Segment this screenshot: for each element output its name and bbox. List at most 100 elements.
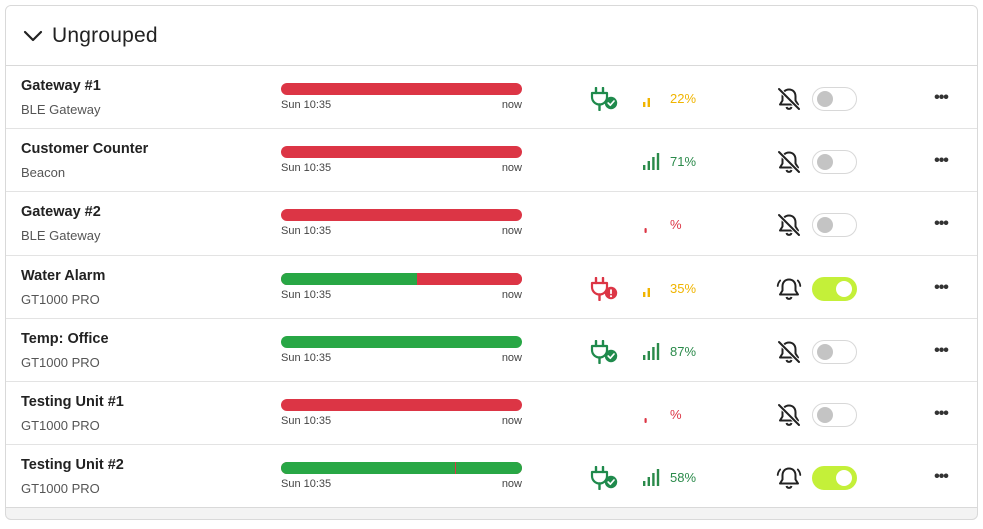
signal-strength-icon [643,342,660,360]
signal-percent: % [670,406,682,422]
timeline-bar[interactable] [281,209,522,222]
device-list: Gateway #1 BLE Gateway Sun 10:35 now 22% ••• C… [6,65,977,509]
device-row[interactable]: Testing Unit #2 GT1000 PRO Sun 10:35 now 58%… [6,445,977,509]
device-name[interactable]: Customer Counter [21,141,149,158]
signal-percent: 71% [670,154,697,170]
device-name[interactable]: Gateway #2 [21,204,101,221]
timeline-start: Sun 10:35 [281,225,332,238]
bell-off-icon [777,213,801,238]
status-timeline[interactable]: Sun 10:35 now [281,272,522,301]
toggle-knob [836,470,852,487]
device-row[interactable]: Gateway #1 BLE Gateway Sun 10:35 now 22% ••• [6,66,977,130]
timeline-bar[interactable] [281,83,522,95]
signal-strength-icon [644,228,647,234]
device-group-panel: Ungrouped Gateway #1 BLE Gateway Sun 10:35… [5,5,978,520]
alert-toggle[interactable] [812,87,857,111]
alert-toggle[interactable] [812,339,857,364]
timeline-start: Sun 10:35 [281,351,332,364]
timeline-segment-online [455,462,522,475]
timeline-segment-online [281,335,522,348]
signal-percent: % [670,217,682,233]
device-row[interactable]: Customer Counter Beacon Sun 10:35 now 71% ••• [6,129,977,193]
timeline-labels: Sun 10:35 now [281,162,522,174]
more-options-button[interactable]: ••• [934,404,949,422]
device-row[interactable]: Gateway #2 BLE Gateway Sun 10:35 now% ••• [6,192,977,256]
timeline-end: now [501,162,522,175]
signal-strength-icon [643,153,660,171]
timeline-labels: Sun 10:35 now [281,478,522,490]
timeline-bar[interactable] [281,272,522,285]
timeline-segment-offline [281,146,522,159]
device-name[interactable]: Water Alarm [21,267,106,284]
timeline-end: now [501,478,522,491]
power-connected-icon [590,339,618,364]
bell-off-icon [777,402,801,427]
timeline-segment-offline [281,209,522,222]
timeline-labels: Sun 10:35 now [281,225,522,237]
group-header[interactable]: Ungrouped [6,6,977,65]
toggle-knob [817,343,833,360]
more-options-button[interactable]: ••• [934,215,949,233]
bell-ringing-icon [776,467,802,489]
alert-toggle[interactable] [812,466,857,491]
timeline-end: now [501,351,522,364]
device-name[interactable]: Testing Unit #2 [21,457,124,474]
more-options-button[interactable]: ••• [934,278,949,296]
alert-toggle[interactable] [812,150,857,175]
device-type: GT1000 PRO [21,481,100,497]
bell-ringing-icon [776,278,802,300]
more-options-button[interactable]: ••• [934,341,949,359]
device-name[interactable]: Testing Unit #1 [21,393,124,410]
bell-off-icon [777,87,801,111]
timeline-start: Sun 10:35 [281,99,332,111]
timeline-bar[interactable] [281,146,522,159]
signal-percent: 35% [670,280,697,296]
more-options-button[interactable]: ••• [934,89,949,106]
device-row[interactable]: Water Alarm GT1000 PRO Sun 10:35 now 35% ••• [6,256,977,319]
toggle-knob [817,154,833,171]
alert-toggle[interactable] [812,213,857,238]
device-name[interactable]: Gateway #1 [21,78,101,94]
device-type: GT1000 PRO [21,291,100,307]
timeline-segment-offline [417,272,522,285]
timeline-labels: Sun 10:35 now [281,99,522,111]
alert-toggle[interactable] [812,276,857,301]
timeline-segment-offline [454,462,456,475]
signal-percent: 87% [670,343,697,359]
device-row[interactable]: Temp: Office GT1000 PRO Sun 10:35 now 87% ••• [6,319,977,382]
signal-strength-icon [643,469,660,487]
status-timeline[interactable]: Sun 10:35 now [281,398,522,427]
power-connected-icon [590,466,618,491]
more-options-button[interactable]: ••• [934,468,949,486]
device-name[interactable]: Temp: Office [21,330,109,347]
timeline-end: now [501,414,522,427]
device-row[interactable]: Testing Unit #1 GT1000 PRO Sun 10:35 now% ••… [6,382,977,446]
toggle-knob [817,406,833,423]
timeline-labels: Sun 10:35 now [281,289,522,301]
timeline-labels: Sun 10:35 now [281,352,522,364]
device-type: GT1000 PRO [21,417,100,433]
status-timeline[interactable]: Sun 10:35 now [281,335,522,364]
bell-off-icon [777,150,801,175]
toggle-knob [836,280,852,297]
signal-strength-icon [643,287,650,297]
signal-percent: 22% [670,91,697,106]
timeline-start: Sun 10:35 [281,162,332,175]
timeline-bar[interactable] [281,462,522,475]
status-timeline[interactable]: Sun 10:35 now [281,209,522,237]
timeline-bar[interactable] [281,335,522,348]
device-type: BLE Gateway [21,228,101,244]
signal-percent: 58% [670,470,697,486]
timeline-start: Sun 10:35 [281,414,332,427]
alert-toggle[interactable] [812,402,857,427]
toggle-knob [817,217,833,234]
status-timeline[interactable]: Sun 10:35 now [281,83,522,111]
signal-strength-icon [644,417,647,423]
timeline-start: Sun 10:35 [281,288,332,301]
timeline-bar[interactable] [281,398,522,411]
status-timeline[interactable]: Sun 10:35 now [281,462,522,490]
more-options-button[interactable]: ••• [934,152,949,170]
status-timeline[interactable]: Sun 10:35 now [281,146,522,174]
chevron-down-icon[interactable] [22,25,44,47]
timeline-end: now [501,288,522,301]
